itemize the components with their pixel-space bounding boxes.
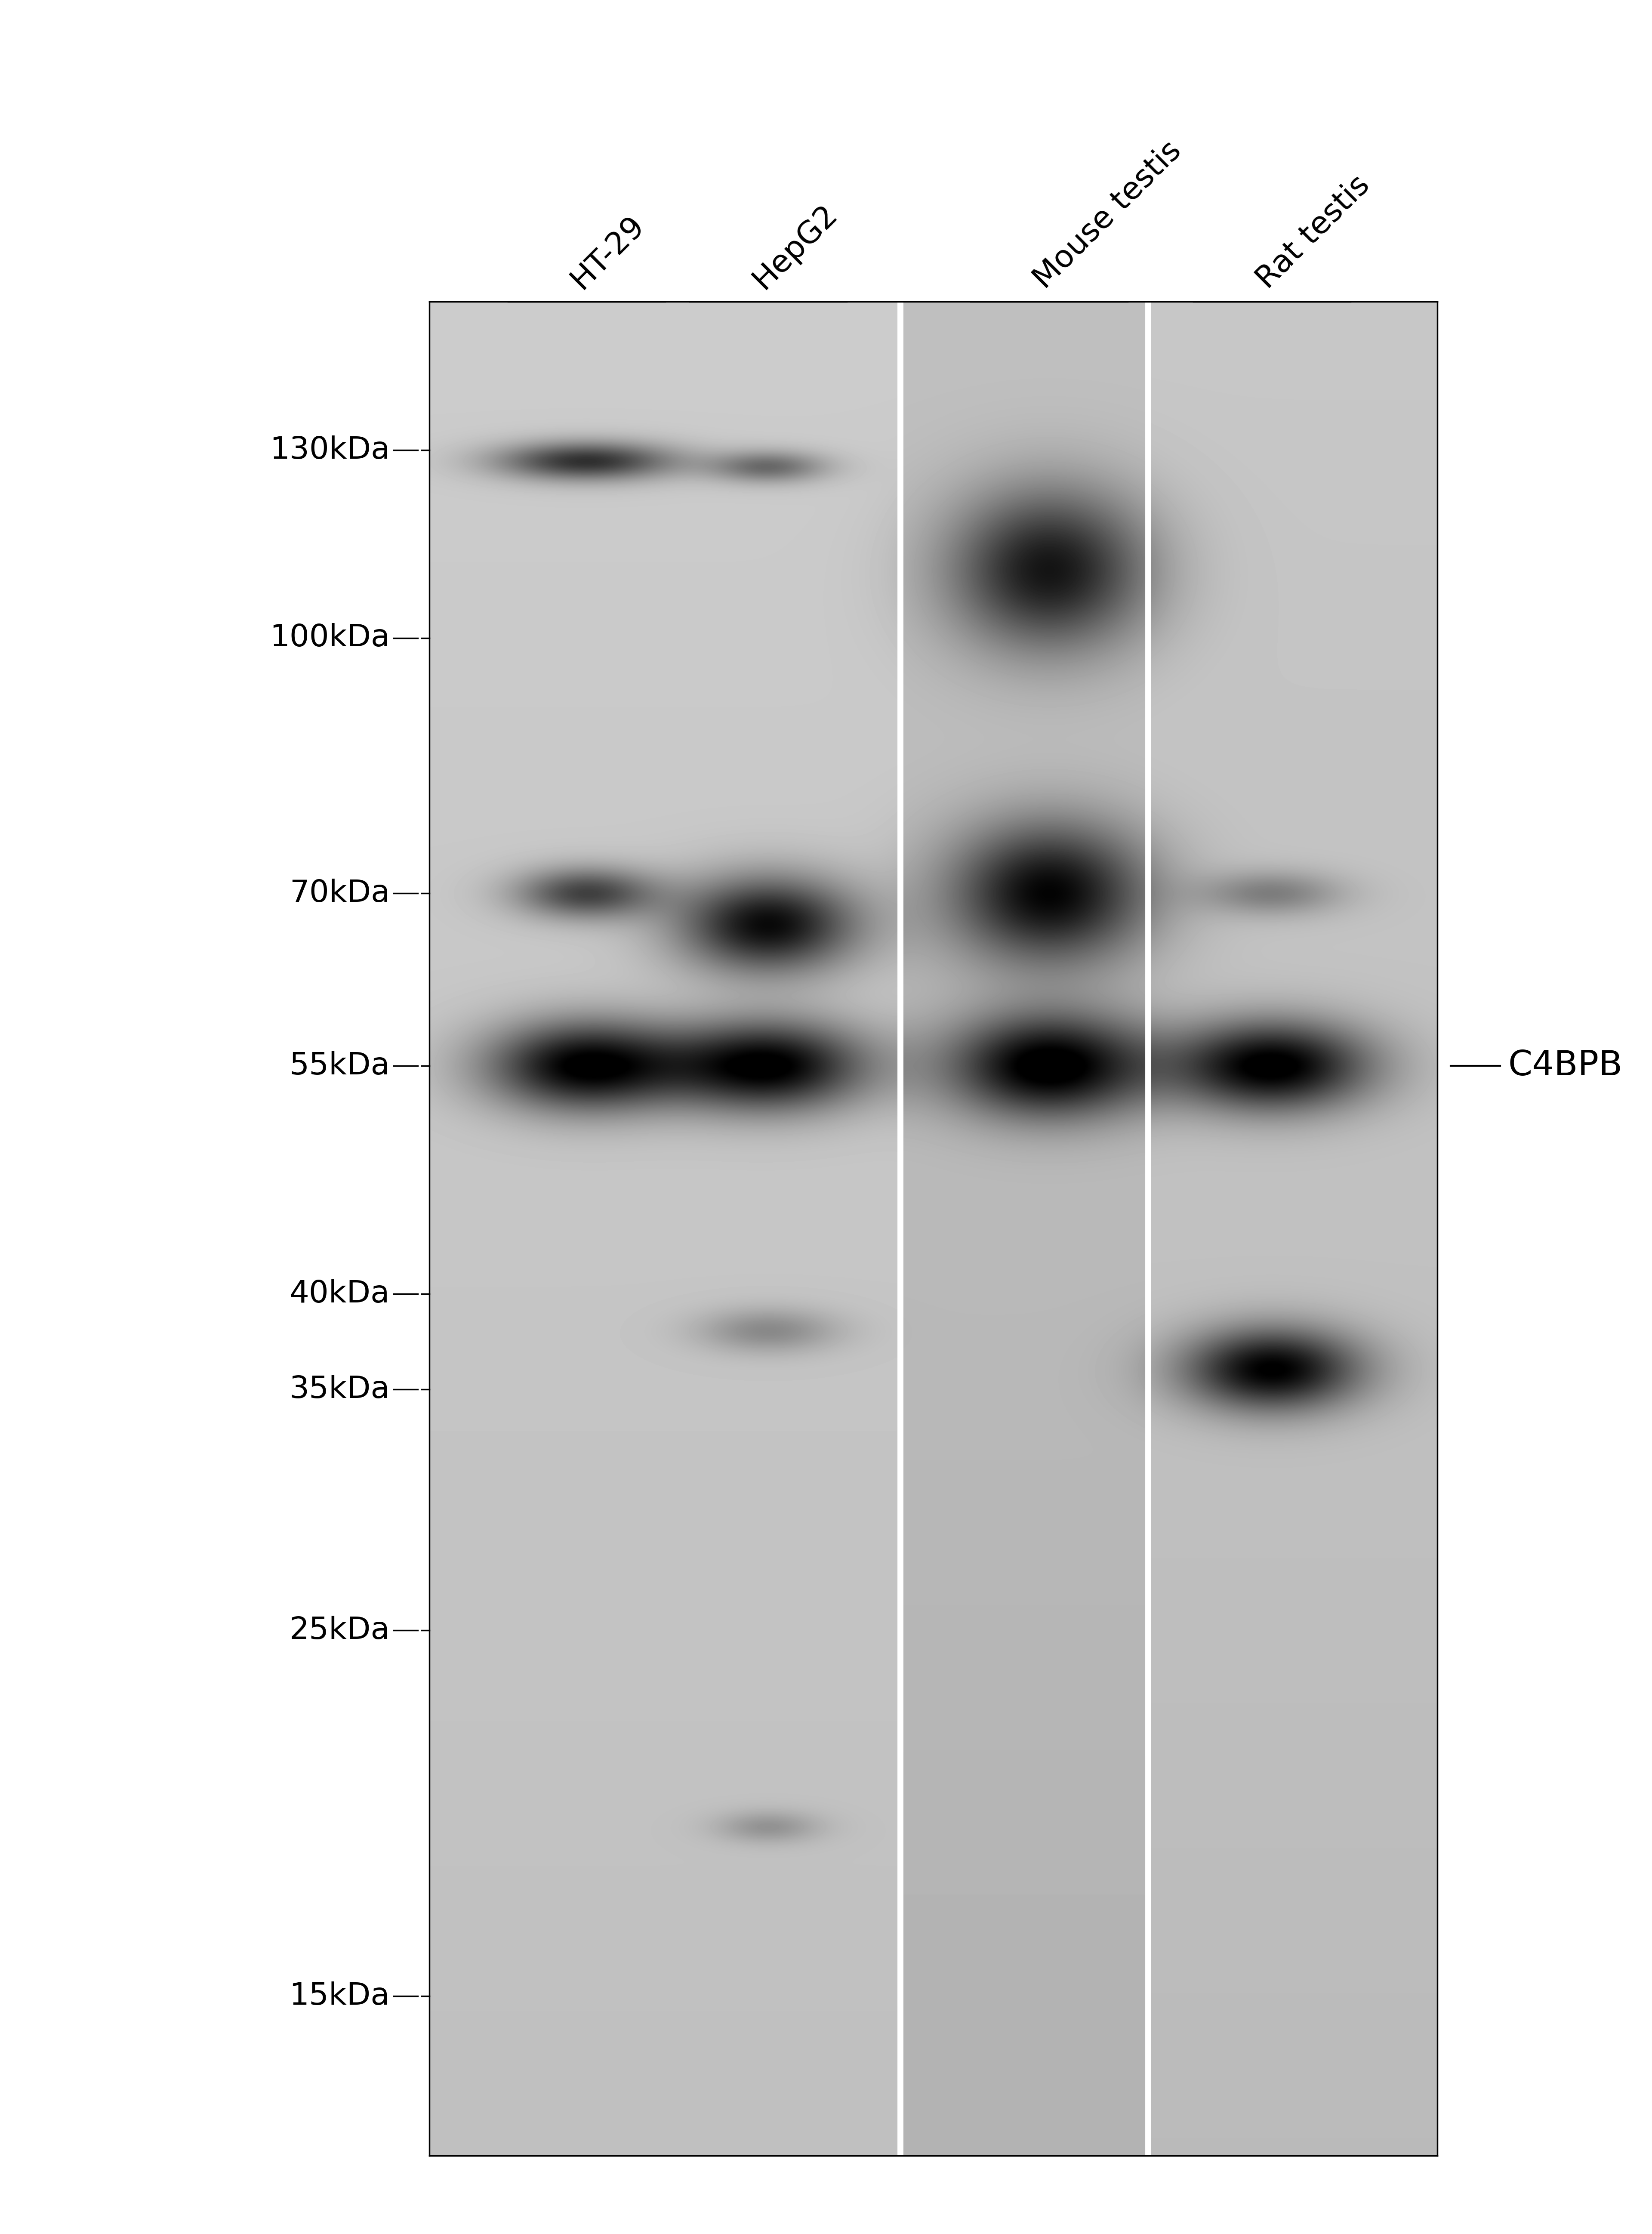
Text: C4BPB: C4BPB (1508, 1050, 1622, 1083)
Text: 55kDa: 55kDa (289, 1052, 390, 1081)
Text: 70kDa: 70kDa (289, 878, 390, 909)
Text: 100kDa: 100kDa (269, 623, 390, 652)
Text: 35kDa: 35kDa (289, 1374, 390, 1405)
Text: Mouse testis: Mouse testis (1028, 136, 1188, 295)
Text: 25kDa: 25kDa (289, 1615, 390, 1644)
Text: HT-29: HT-29 (565, 210, 651, 295)
Text: 15kDa: 15kDa (289, 1982, 390, 2011)
Text: 40kDa: 40kDa (289, 1280, 390, 1309)
Text: Rat testis: Rat testis (1251, 170, 1376, 295)
Text: 130kDa: 130kDa (269, 436, 390, 465)
Text: HepG2: HepG2 (747, 199, 843, 295)
